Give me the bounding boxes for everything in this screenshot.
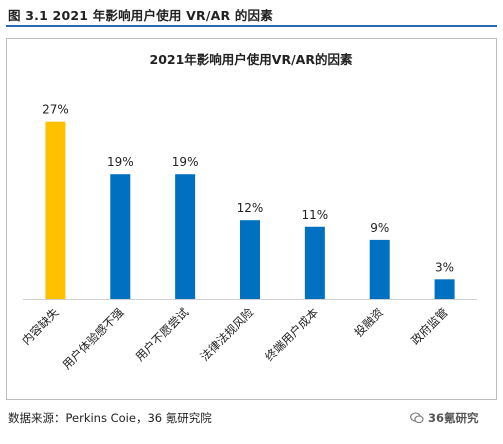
data-label-1: 27% xyxy=(42,103,69,117)
bar-5 xyxy=(304,226,325,299)
category-label-2: 用户体验感不强 xyxy=(60,305,127,372)
watermark: 36氪研究 xyxy=(410,410,479,426)
bar-chart: 2021年影响用户使用VR/AR的因素 27% 内容缺失 19% 用户体验感不强 19%… xyxy=(19,52,477,372)
bar-6 xyxy=(369,239,390,299)
data-label-3: 19% xyxy=(172,155,199,169)
bar-1 xyxy=(45,121,66,299)
bar-3 xyxy=(175,174,196,299)
data-label-5: 11% xyxy=(302,208,329,222)
bar-7 xyxy=(434,279,455,299)
chart-title: 2021年影响用户使用VR/AR的因素 xyxy=(150,52,353,67)
data-label-2: 19% xyxy=(107,155,134,169)
bar-2 xyxy=(110,174,131,299)
category-label-7: 政府监管 xyxy=(408,305,450,347)
category-label-6: 投融资 xyxy=(352,305,386,339)
data-source: 数据来源：Perkins Coie，36 氪研究院 xyxy=(8,411,212,425)
watermark-text: 36氪研究 xyxy=(428,411,479,425)
category-label-5: 终端用户成本 xyxy=(262,305,321,364)
caption-divider xyxy=(6,25,497,27)
category-label-4: 法律法规风险 xyxy=(197,305,256,364)
figure-caption: 图 3.1 2021 年影响用户使用 VR/AR 的因素 xyxy=(8,8,273,23)
category-label-3: 用户不愿尝试 xyxy=(133,305,192,364)
data-label-6: 9% xyxy=(370,221,389,235)
chart-frame: 2021年影响用户使用VR/AR的因素 27% 内容缺失 19% 用户体验感不强 19%… xyxy=(6,38,497,400)
data-label-7: 3% xyxy=(435,260,454,274)
data-label-4: 12% xyxy=(237,201,264,215)
bar-4 xyxy=(240,220,260,299)
category-label-1: 内容缺失 xyxy=(19,305,62,348)
wechat-icon xyxy=(410,412,424,424)
